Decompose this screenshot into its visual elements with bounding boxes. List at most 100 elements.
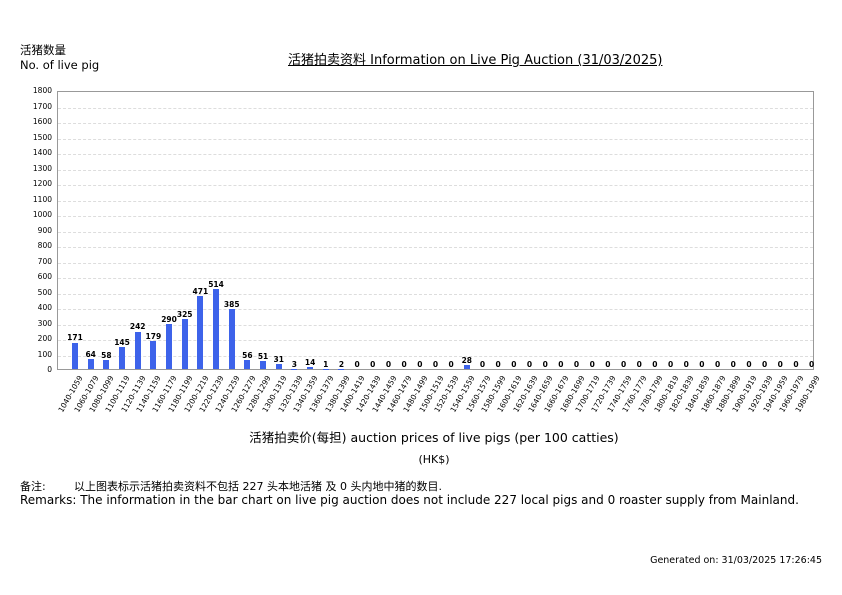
bar <box>244 360 251 369</box>
bar-value-label: 3 <box>291 359 298 369</box>
bar-value-label: 242 <box>129 322 146 332</box>
bar-value-label: 0 <box>605 360 611 369</box>
remark-cn-text: 以上图表标示活猪拍卖资料不包括 227 头本地活猪 及 0 头内地中猪的数目. <box>74 480 442 493</box>
bar-value-label: 0 <box>809 360 815 369</box>
y-tick-label: 700 <box>37 256 52 266</box>
bar-value-label: 64 <box>85 350 96 360</box>
y-tick-label: 1200 <box>32 179 52 188</box>
y-tick-label: 1300 <box>32 163 52 173</box>
gridline <box>58 231 813 233</box>
bar <box>166 324 173 369</box>
gridline <box>58 293 813 295</box>
gridline <box>58 309 813 310</box>
remark-en: Remarks: The information in the bar char… <box>20 493 799 507</box>
bar <box>87 359 94 369</box>
bar-value-label: 0 <box>370 360 376 369</box>
y-tick-label: 1500 <box>32 132 52 142</box>
bar-value-label: 56 <box>242 351 253 361</box>
y-tick-label: 100 <box>37 349 52 359</box>
y-tick-label: 900 <box>37 225 52 235</box>
bar <box>307 366 314 369</box>
bar-value-label: 0 <box>589 360 595 369</box>
y-tick-label: 1600 <box>32 117 52 126</box>
bar-value-label: 0 <box>777 360 783 369</box>
remark-cn: 备注: 以上图表标示活猪拍卖资料不包括 227 头本地活猪 及 0 头内地中猪的数… <box>20 478 442 494</box>
y-tick-label: 1800 <box>32 86 52 95</box>
bar-value-label: 0 <box>730 360 736 369</box>
bar <box>119 346 126 369</box>
bar-value-label: 0 <box>652 360 658 369</box>
bar-value-label: 1 <box>323 359 329 369</box>
bar-value-label: 0 <box>620 360 627 369</box>
bar-value-label: 171 <box>67 333 83 343</box>
gridline <box>58 185 813 186</box>
bar-value-label: 0 <box>746 360 752 369</box>
bar-value-label: 14 <box>304 357 316 367</box>
gridline <box>58 154 813 155</box>
y-tick-label: 600 <box>37 272 52 281</box>
bar-value-label: 290 <box>161 315 177 325</box>
bar <box>463 364 470 369</box>
bar-value-label: 179 <box>145 332 162 342</box>
x-axis-unit: (HK$) <box>418 453 450 466</box>
gridline <box>58 200 813 202</box>
y-tick-label: 400 <box>37 303 52 312</box>
bar-value-label: 0 <box>432 360 439 369</box>
bar <box>72 342 78 369</box>
gridline <box>58 107 813 109</box>
bar-value-label: 0 <box>448 360 454 369</box>
gridline <box>58 123 813 124</box>
gridline <box>58 355 813 357</box>
bar <box>275 364 282 369</box>
bar <box>181 318 188 369</box>
bar-value-label: 0 <box>417 360 423 369</box>
bar-value-label: 51 <box>257 352 269 362</box>
gridline <box>58 324 813 326</box>
bar-value-label: 0 <box>761 360 768 369</box>
y-axis-label-cn: 活猪数量 <box>20 43 66 57</box>
bar-value-label: 2 <box>338 359 345 369</box>
bar-value-label: 0 <box>526 360 533 369</box>
y-tick-label: 1100 <box>32 194 52 204</box>
gridline <box>58 340 813 341</box>
y-tick-label: 200 <box>37 334 52 343</box>
bar-value-label: 0 <box>699 360 705 369</box>
bar-value-label: 0 <box>683 360 689 369</box>
bar-value-label: 31 <box>273 355 284 365</box>
generated-timestamp: Generated on: 31/03/2025 17:26:45 <box>650 555 822 566</box>
y-axis-label-en: No. of live pig <box>20 58 100 72</box>
gridline <box>58 262 813 264</box>
y-tick-label: 0 <box>47 365 52 374</box>
bar-value-label: 0 <box>542 360 548 369</box>
bar-value-label: 0 <box>385 360 392 369</box>
bar <box>228 309 235 369</box>
y-tick-label: 1700 <box>32 101 52 111</box>
bar-value-label: 0 <box>714 360 721 369</box>
bar <box>150 341 157 369</box>
gridline <box>58 138 813 140</box>
bar-value-label: 0 <box>636 360 642 369</box>
bar-value-label: 0 <box>495 360 501 369</box>
y-tick-label: 800 <box>37 241 52 250</box>
bar-value-label: 58 <box>101 351 112 360</box>
bar <box>260 361 267 369</box>
bar-value-label: 385 <box>223 300 240 310</box>
bar <box>103 360 110 369</box>
bar-value-label: 0 <box>479 360 486 369</box>
gridline <box>58 169 813 171</box>
bar-value-label: 28 <box>461 355 473 365</box>
y-tick-label: 1000 <box>32 210 52 219</box>
bar-value-label: 0 <box>667 360 674 369</box>
x-axis-title: 活猪拍卖价(每担) auction prices of live pigs (p… <box>249 430 619 445</box>
bar-value-label: 0 <box>511 360 517 369</box>
gridline <box>58 278 813 279</box>
y-tick-label: 500 <box>37 287 52 297</box>
bar-value-label: 0 <box>573 360 580 369</box>
y-tick-label: 300 <box>37 318 52 328</box>
bar-value-label: 471 <box>192 286 209 296</box>
bar <box>213 289 220 369</box>
bar-value-label: 0 <box>793 360 799 369</box>
gridline <box>58 216 813 217</box>
bar <box>134 331 141 369</box>
chart-title: 活猪拍卖资料 Information on Live Pig Auction (… <box>288 53 663 68</box>
